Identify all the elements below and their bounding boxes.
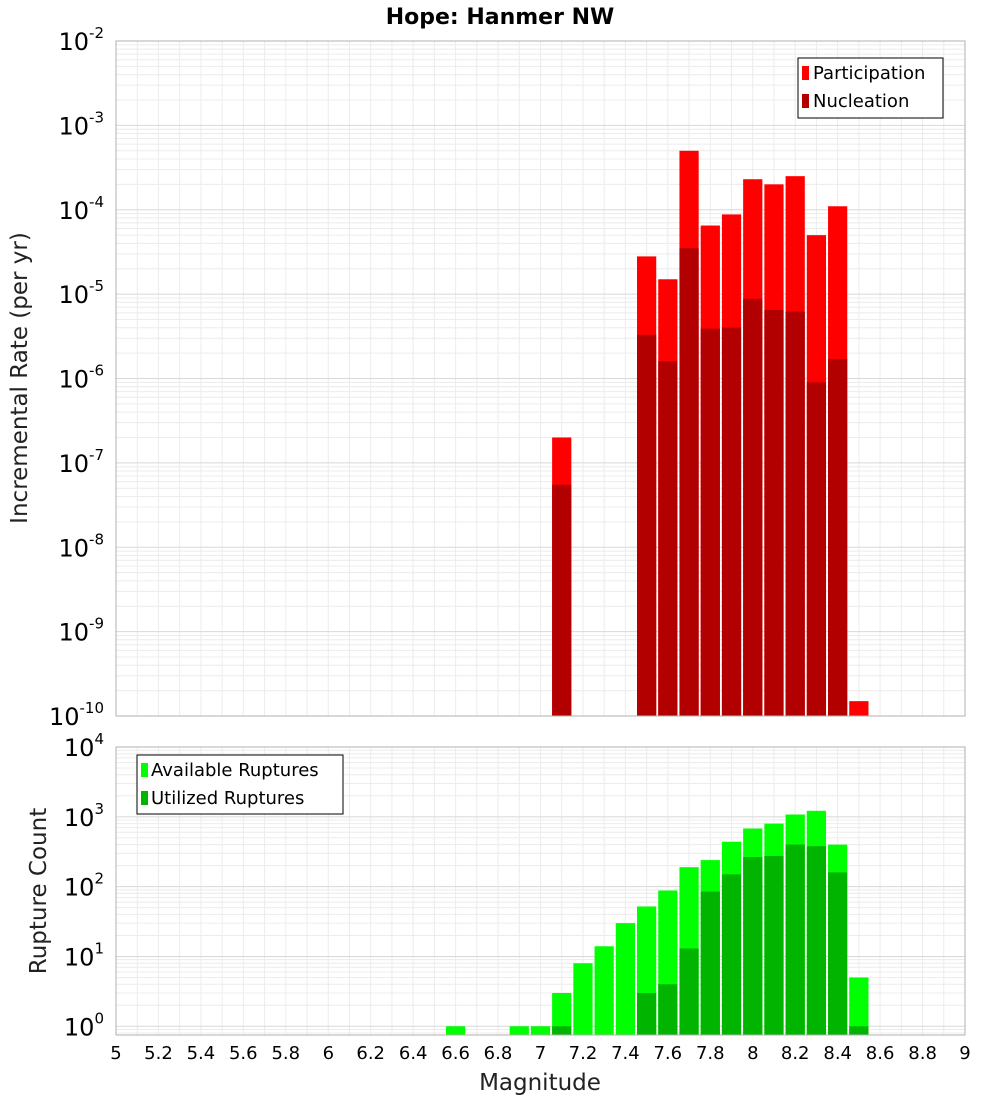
count-plot-frame [115,746,966,1036]
y-tick-label: 10-5 [58,277,104,309]
x-tick-label: 9 [959,1043,970,1064]
y-tick-label: 10-2 [58,24,104,56]
available-legend-label: Available Ruptures [151,760,319,781]
rate-bars [552,150,869,717]
chart-title: Hope: Hanmer NW [386,5,615,30]
count-bars [445,810,869,1035]
x-tick-label: 7.6 [653,1043,682,1064]
y-tick-label: 10-9 [58,615,104,647]
nucleation-bar [785,311,805,716]
utilized-swatch [141,791,148,805]
utilized-ruptures-bar [721,874,742,1035]
count-y-ticks: 100 101 102 103 104 [64,730,104,1041]
nucleation-bar [828,359,848,716]
available-ruptures-bar [594,946,614,1035]
y-tick-label: 10-7 [58,446,104,478]
utilized-ruptures-bar [637,992,657,1035]
count-legend-box [136,754,344,815]
x-tick-label: 5.6 [229,1043,258,1064]
rate-grid [116,41,966,716]
x-tick-label: 6.6 [441,1043,470,1064]
nucleation-bar [700,328,720,716]
available-ruptures-bar [445,1026,466,1035]
x-tick-label: 6 [323,1043,334,1064]
nucleation-swatch [802,94,809,108]
count-legend: Available Ruptures Utilized Ruptures [136,754,344,815]
y-tick-label: 103 [64,800,104,832]
nucleation-bar [552,484,572,716]
nucleation-bar [743,298,763,716]
x-tick-label: 5.2 [144,1043,173,1064]
nucleation-bar [679,248,699,716]
available-ruptures-bar [509,1026,529,1035]
y-tick-label: 102 [64,870,104,902]
participation-swatch [802,66,809,80]
utilized-ruptures-bar [700,891,720,1035]
y-tick-label: 10-3 [58,108,104,140]
x-tick-label: 8.6 [866,1043,895,1064]
x-tick-label: 6.2 [356,1043,385,1064]
utilized-legend-label: Utilized Ruptures [151,788,304,809]
available-swatch [141,763,148,777]
x-tick-label: 8.4 [823,1043,852,1064]
utilized-ruptures-bar [658,984,678,1035]
x-tick-label: 8.2 [781,1043,810,1064]
x-tick-label: 6.8 [484,1043,513,1064]
y-tick-label: 101 [64,940,104,972]
rate-legend: Participation Nucleation [797,57,944,119]
utilized-ruptures-bar [743,857,763,1035]
nucleation-bar [637,334,657,716]
y-tick-label: 10-10 [49,699,104,731]
x-axis-label: Magnitude [479,1070,601,1096]
available-ruptures-bar [615,923,636,1035]
count-y-axis-label: Rupture Count [26,808,52,974]
y-tick-label: 10-4 [58,193,104,225]
nucleation-bar [658,361,678,716]
nucleation-bar [721,327,742,716]
utilized-ruptures-bar [849,1026,869,1035]
x-tick-label: 8.8 [908,1043,937,1064]
rate-panel: 10-10 10-9 10-8 10-7 10-6 10-5 10-4 10-3 10-2 In… [7,24,966,731]
x-tick-label: 5.8 [271,1043,300,1064]
rate-legend-box [797,57,944,119]
x-tick-label: 7.4 [611,1043,640,1064]
rate-y-ticks: 10-10 10-9 10-8 10-7 10-6 10-5 10-4 10-3 10-2 [49,24,104,731]
participation-bar [849,701,869,716]
utilized-ruptures-bar [828,872,848,1035]
utilized-ruptures-bar [806,846,827,1035]
count-panel: 100 101 102 103 104 5 5.2 5.4 5.6 5.8 6 6.2 6.4 6.6 6… [26,730,971,1096]
x-ticks: 5 5.2 5.4 5.6 5.8 6 6.2 6.4 6.6 6.8 7 7.2 7.4 7.6 7.8 8… [110,1043,970,1064]
nucleation-bar [806,382,827,716]
y-tick-label: 104 [64,730,104,762]
available-ruptures-bar [573,963,593,1035]
x-tick-label: 7.2 [569,1043,598,1064]
rate-plot-frame [115,40,966,717]
y-tick-label: 10-6 [58,362,104,394]
rate-y-axis-label: Incremental Rate (per yr) [7,232,33,524]
x-tick-label: 7.8 [696,1043,725,1064]
available-ruptures-bar [552,992,572,1035]
y-tick-label: 100 [64,1009,104,1041]
x-tick-label: 5.4 [187,1043,216,1064]
utilized-ruptures-bar [552,1026,572,1035]
utilized-ruptures-bar [679,948,699,1035]
x-tick-label: 5 [110,1043,121,1064]
participation-legend-label: Participation [813,63,925,84]
x-tick-label: 8 [747,1043,758,1064]
utilized-ruptures-bar [785,844,805,1035]
x-tick-label: 7 [535,1043,546,1064]
nucleation-legend-label: Nucleation [813,91,909,112]
x-tick-label: 6.4 [399,1043,428,1064]
utilized-ruptures-bar [764,855,784,1035]
available-ruptures-bar [530,1026,551,1035]
y-tick-label: 10-8 [58,530,104,562]
nucleation-bar [764,309,784,716]
available-ruptures-bar [849,977,869,1035]
